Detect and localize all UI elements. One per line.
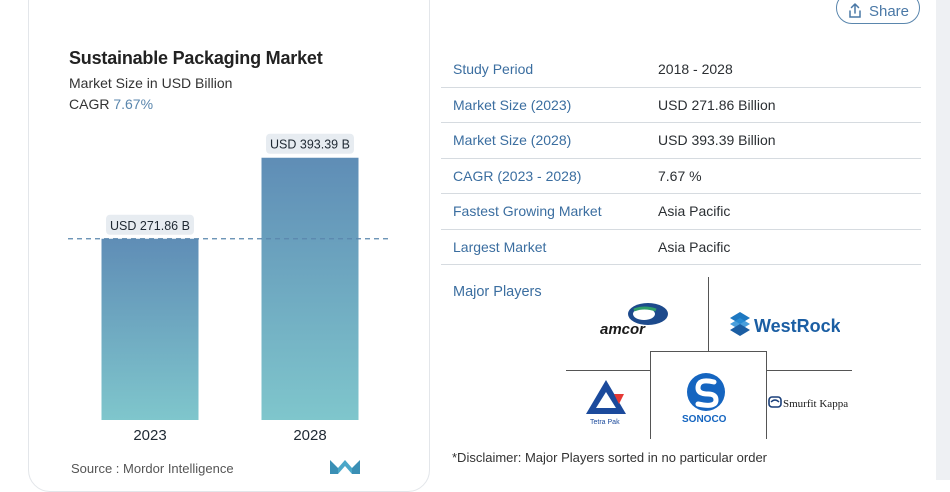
fact-key: CAGR (2023 - 2028)	[441, 158, 658, 194]
share-label: Share	[868, 2, 910, 20]
table-row: Market Size (2023) USD 271.86 Billion	[441, 87, 921, 123]
grid-divider	[566, 370, 650, 371]
x-tick-label: 2023	[133, 427, 166, 444]
chart-card	[28, 0, 430, 492]
chart-title: Sustainable Packaging Market	[69, 48, 323, 68]
cagr-value: 7.67%	[113, 96, 154, 112]
fact-key: Largest Market	[441, 229, 658, 265]
disclaimer-text: *Disclaimer: Major Players sorted in no …	[452, 450, 768, 465]
fact-key: Study Period	[441, 52, 658, 88]
table-row: Study Period 2018 - 2028	[441, 52, 921, 88]
smurfit-kappa-logo: Smurfit Kappa	[768, 396, 848, 410]
bar-2023	[101, 238, 199, 420]
grid-divider	[767, 370, 852, 371]
fact-value: USD 393.39 Billion	[658, 122, 921, 159]
smurfit-kappa-wordmark: Smurfit Kappa	[783, 398, 848, 410]
bar-2028	[261, 157, 359, 421]
chart-subtitle: Market Size in USD Billion	[69, 75, 233, 91]
mordor-intelligence-logo	[330, 460, 360, 474]
source-text: Source : Mordor Intelligence	[71, 461, 234, 476]
bar-chart: USD 271.86 B 2023 USD 393.39 B 2028	[68, 133, 392, 444]
grid-divider	[766, 351, 767, 439]
sonoco-wordmark: SONOCO	[682, 414, 727, 425]
scrollbar-track[interactable]	[936, 0, 950, 480]
grid-divider	[650, 351, 651, 439]
sonoco-logo: SONOCO	[682, 373, 727, 425]
grid-divider	[708, 277, 709, 352]
fact-value: Asia Pacific	[658, 193, 921, 230]
fact-value: 7.67 %	[658, 158, 921, 194]
table-row: Fastest Growing Market Asia Pacific	[441, 193, 921, 230]
fact-value: 2018 - 2028	[658, 52, 921, 88]
westrock-wordmark: WestRock	[754, 316, 840, 336]
data-label-bg	[106, 214, 194, 235]
data-label: USD 393.39 B	[270, 138, 350, 152]
x-tick-label: 2028	[293, 427, 326, 444]
cagr-label: CAGR	[69, 96, 110, 112]
share-button[interactable]: Share	[836, 0, 920, 24]
major-players-label: Major Players	[453, 284, 542, 300]
data-label: USD 271.86 B	[110, 219, 190, 233]
fact-value: USD 271.86 Billion	[658, 87, 921, 123]
data-label-bg	[266, 133, 354, 154]
fact-key: Market Size (2028)	[441, 122, 658, 159]
tetra-pak-wordmark: Tetra Pak	[590, 419, 620, 426]
table-row: Largest Market Asia Pacific	[441, 229, 921, 265]
share-icon	[849, 3, 861, 18]
table-row: Market Size (2028) USD 393.39 Billion	[441, 122, 921, 159]
cagr-line: CAGR 7.67%	[69, 96, 153, 112]
tetra-pak-logo: Tetra Pak	[586, 380, 626, 426]
fact-key: Fastest Growing Market	[441, 193, 658, 230]
fact-key: Market Size (2023)	[441, 87, 658, 123]
fact-value: Asia Pacific	[658, 229, 921, 265]
westrock-logo: WestRock	[730, 312, 840, 336]
amcor-wordmark: amcor	[600, 321, 646, 338]
grid-divider	[650, 351, 767, 352]
market-facts-table: Study Period 2018 - 2028 Market Size (202…	[441, 52, 921, 265]
table-row: CAGR (2023 - 2028) 7.67 %	[441, 158, 921, 194]
amcor-logo: amcor	[600, 303, 668, 338]
